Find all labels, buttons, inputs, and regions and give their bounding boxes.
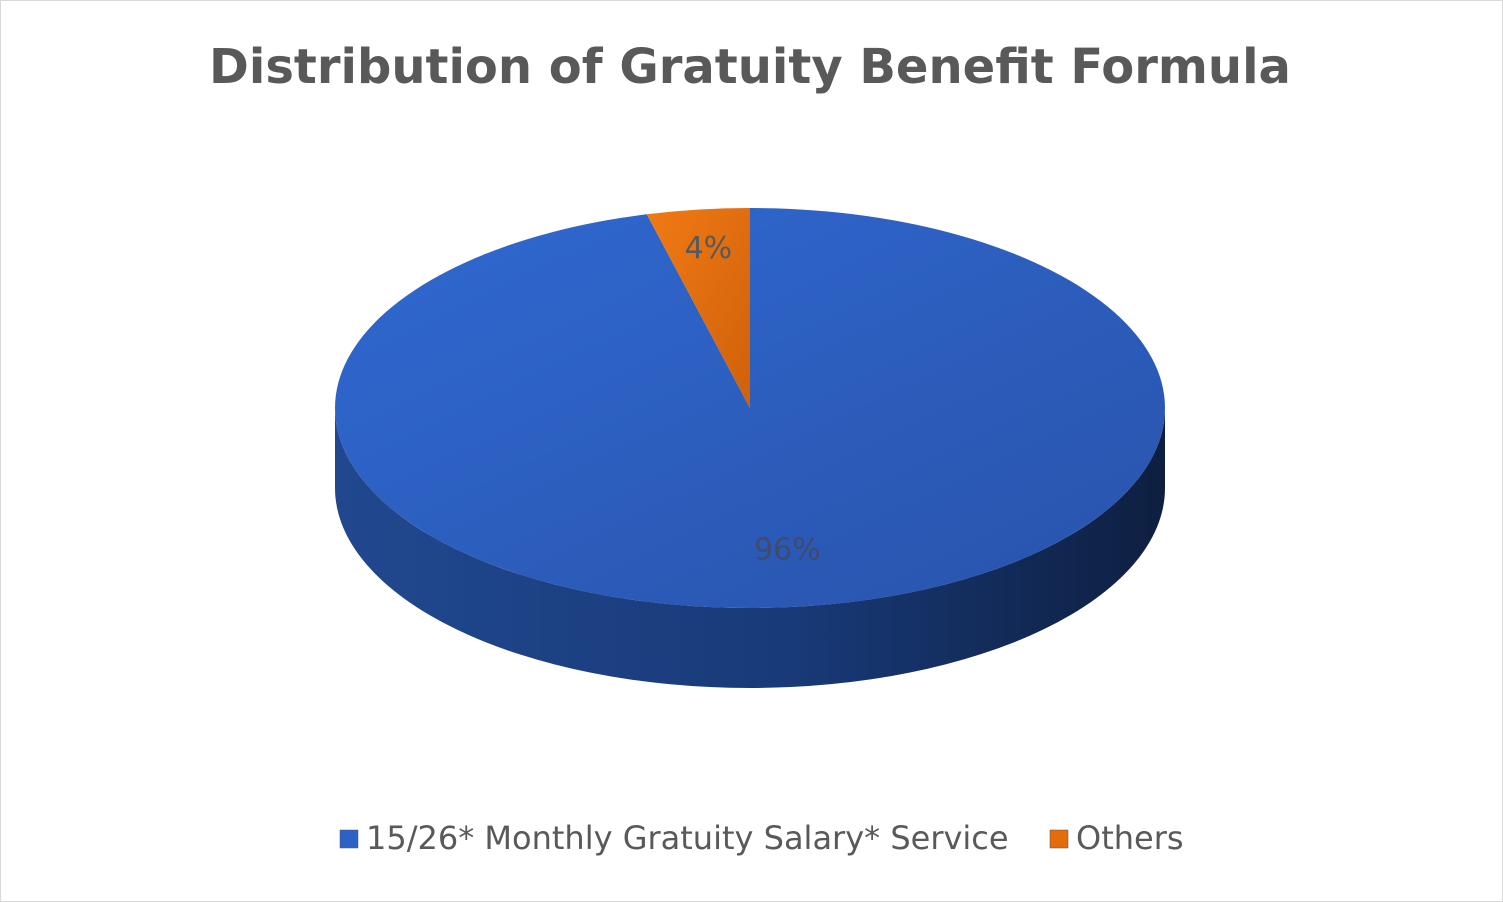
legend-label: Others: [1076, 819, 1184, 857]
legend-marker: [1049, 829, 1069, 849]
pie-side: [335, 408, 1165, 688]
data-label: 4%: [685, 231, 733, 266]
data-label: 96%: [754, 532, 821, 567]
legend-label: 15/26* Monthly Gratuity Salary* Service: [366, 819, 1009, 857]
legend-marker: [339, 829, 359, 849]
pie-slice: [646, 208, 750, 408]
chart-title: Distribution of Gratuity Benefit Formula: [209, 39, 1291, 95]
